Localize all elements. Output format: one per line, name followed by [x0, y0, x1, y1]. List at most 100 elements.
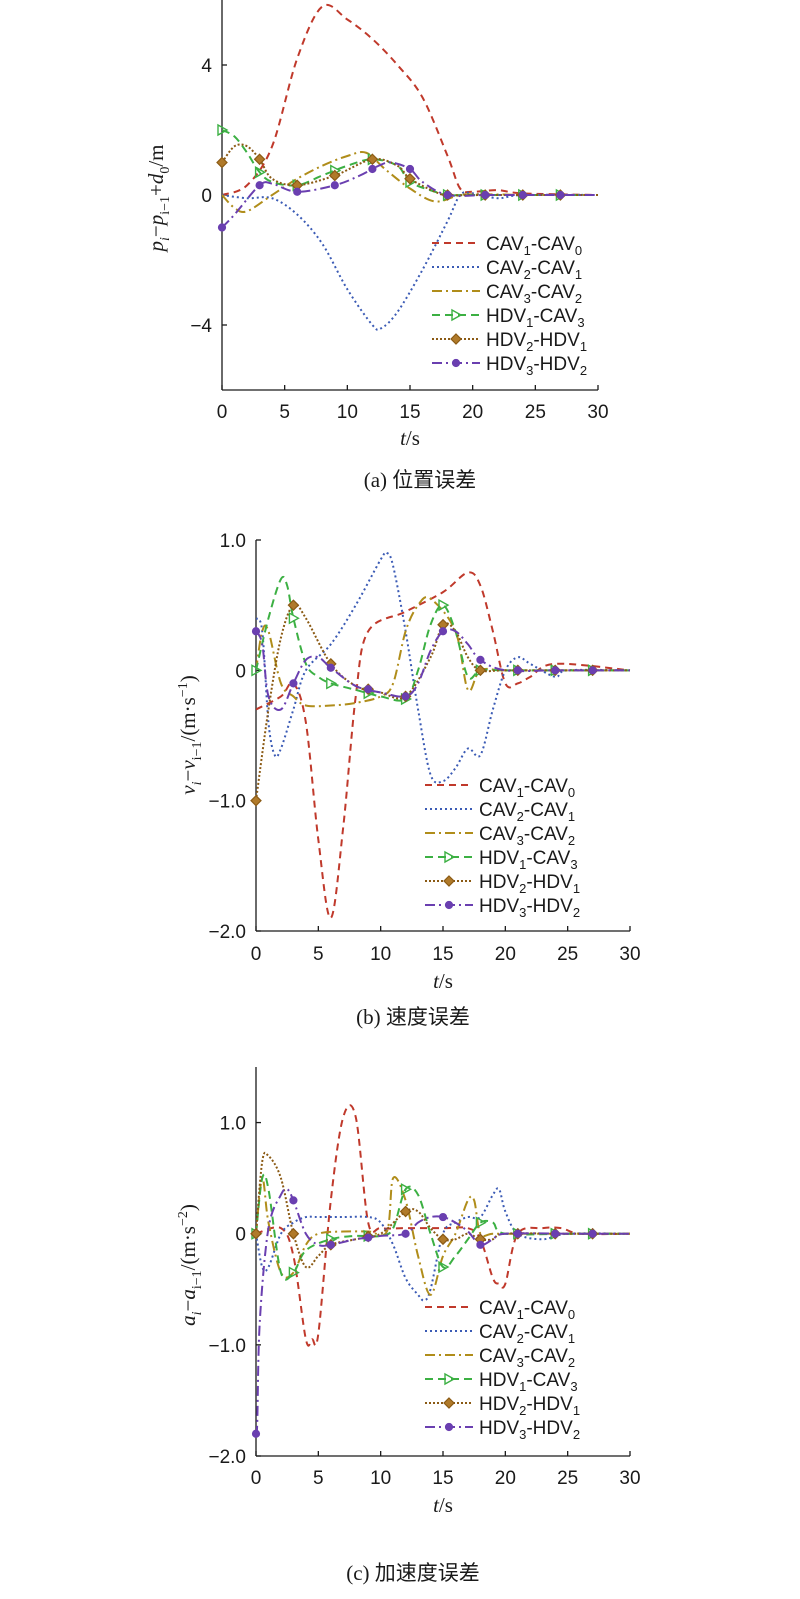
- panel-2-xtick-label: 10: [370, 1468, 391, 1489]
- panel-0-legend-label-5: HDV3-HDV2: [486, 354, 587, 378]
- panel-2-legend-label-5: HDV3-HDV2: [479, 1418, 580, 1442]
- panel-2-series-1-line: [256, 1187, 631, 1302]
- panel-1-ylabel: vi−vi−1/(m·s−1): [176, 675, 205, 794]
- panel-1-series-4-marker: [474, 664, 487, 677]
- panel-1-series-5-marker: [326, 663, 335, 672]
- panel-1-legend-label-0: CAV1-CAV0: [479, 776, 575, 800]
- panel-2: 0 5 10 15 20 25 30 −2.0 −1.0 0 1.0 ai−ai−1/(m·s−2) t…: [176, 1067, 641, 1585]
- panel-2-series-5-marker: [513, 1229, 522, 1238]
- panel-0-caption: (a) 位置误差: [364, 468, 477, 492]
- panel-2-series-5-marker: [551, 1229, 560, 1238]
- panel-1-series-5-marker: [251, 627, 261, 636]
- panel-2-legend-label-1: CAV2-CAV1: [479, 1322, 575, 1346]
- panel-2-series-4-marker: [437, 1233, 449, 1246]
- panel-1-series-5-marker: [513, 666, 522, 675]
- panel-0-ytick-label: 0: [201, 186, 212, 207]
- panel-0-legend-label-4: HDV2-HDV1: [486, 330, 587, 354]
- panel-2-legend-marker-4: [443, 1397, 455, 1409]
- panel-1-series-4-marker: [287, 599, 300, 612]
- panel-2-caption: (c) 加速度误差: [346, 1561, 480, 1585]
- panel-0-legend-label-1: CAV2-CAV1: [486, 258, 582, 282]
- panel-0-ytick-label: −4: [190, 316, 212, 337]
- panel-2-series-4-marker: [250, 1227, 262, 1240]
- panel-2-series-5-line: [256, 1187, 630, 1436]
- panel-2-legend-label-4: HDV2-HDV1: [479, 1394, 580, 1418]
- panel-0-xtick-label: 15: [399, 402, 420, 423]
- panel-1-series-5-marker: [401, 692, 410, 701]
- panel-1-series-3-marker: [326, 677, 338, 690]
- panel-0-xtick-label: 10: [337, 402, 358, 423]
- panel-2-xtick-label: 20: [495, 1468, 516, 1489]
- panel-0-legend-marker-5: [451, 358, 461, 368]
- panel-2-series-5-marker: [401, 1229, 410, 1238]
- panel-2-legend-marker-5: [444, 1422, 454, 1432]
- panel-2-xtick-label: 0: [251, 1468, 262, 1489]
- panel-0-ylabel: pi−pi−1+d0/m: [144, 144, 173, 253]
- panel-0-series-2-line: [222, 151, 599, 214]
- panel-1-series-4-marker: [250, 794, 262, 807]
- panel-1-xtick-label: 20: [495, 944, 516, 965]
- panel-1-caption: (b) 速度误差: [356, 1005, 470, 1029]
- panel-1-series-3-line: [256, 575, 630, 702]
- panel-0-series-4-marker: [404, 172, 416, 185]
- panel-2-series-4-marker: [399, 1205, 412, 1218]
- panel-1-legend-label-5: HDV3-HDV2: [479, 896, 580, 920]
- panel-2-legend: CAV1-CAV0CAV2-CAV1CAV3-CAV2HDV1-CAV3HDV2…: [425, 1298, 580, 1442]
- panel-2-series-5-marker: [326, 1240, 335, 1249]
- panel-2-series-5-marker: [251, 1429, 261, 1438]
- panel-0-series-4-marker: [366, 153, 379, 166]
- panel-0-series-4-marker: [328, 169, 341, 182]
- panel-2-series-5-marker: [476, 1240, 485, 1249]
- panel-1-series-5-marker: [476, 655, 485, 665]
- panel-1-series-5-marker: [289, 679, 298, 688]
- panel-0-ytick-label: 4: [201, 56, 212, 77]
- panel-0-xlabel: t/s: [400, 426, 420, 450]
- panel-0-series-5-marker: [368, 164, 377, 174]
- panel-1-series-2-line: [256, 596, 630, 708]
- panel-0-legend: CAV1-CAV0CAV2-CAV1CAV3-CAV2HDV1-CAV3HDV2…: [432, 234, 587, 378]
- panel-1-xtick-label: 25: [557, 944, 578, 965]
- panel-0-xtick-label: 25: [525, 402, 546, 423]
- panel-2-legend-label-2: CAV3-CAV2: [479, 1346, 575, 1370]
- panel-2-ytick-label: −1.0: [208, 1336, 246, 1357]
- panel-0-series-5-marker: [255, 181, 264, 190]
- panel-1-series-3-marker: [251, 664, 263, 677]
- panel-1-series-0-line: [256, 571, 631, 919]
- panel-0-series-5-marker: [405, 164, 415, 174]
- panel-2-legend-marker-3: [444, 1372, 456, 1386]
- panel-2-series-3-marker: [438, 1260, 450, 1274]
- panel-1-xtick-label: 15: [432, 944, 453, 965]
- panel-0-xtick-label: 5: [279, 402, 290, 423]
- panel-1-legend-marker-3: [444, 850, 456, 864]
- panel-2-legend-label-3: HDV1-CAV3: [479, 1370, 578, 1394]
- panel-2-series-5-marker: [438, 1212, 448, 1222]
- panel-1-xtick-label: 30: [619, 944, 640, 965]
- panel-0-series-5-line: [222, 161, 598, 229]
- panel-2-series-5-marker: [289, 1196, 298, 1205]
- panel-1-series-5-marker: [588, 666, 597, 675]
- panel-2-ytick-label: 0: [235, 1225, 246, 1246]
- panel-0-series-4-marker: [253, 153, 266, 166]
- panel-2-series-3-marker: [288, 1266, 300, 1279]
- panel-0-xtick-label: 20: [462, 402, 483, 423]
- panel-1-series-5-marker: [364, 685, 373, 694]
- panel-0-legend-marker-3: [451, 308, 463, 322]
- panel-1-xtick-label: 5: [313, 944, 324, 965]
- panel-1-legend-label-2: CAV3-CAV2: [479, 824, 575, 848]
- panel-0-series-5-marker: [518, 190, 527, 200]
- panel-1-series-3-marker: [288, 612, 300, 625]
- panel-0-series-4-line: [222, 143, 598, 197]
- panel-0: 0 5 10 15 20 25 30 −4 0 4 pi−pi−1+d0/m t/s (a) 位置误差 C…: [144, 0, 609, 492]
- panel-0-legend-label-3: HDV1-CAV3: [486, 306, 585, 330]
- panel-1-series-3-marker: [438, 598, 450, 612]
- panel-1-xtick-label: 0: [251, 944, 262, 965]
- panel-0-series-5-marker: [217, 223, 227, 232]
- panel-1-ytick-label: −1.0: [208, 792, 246, 813]
- panel-2-xtick-label: 25: [557, 1468, 578, 1489]
- panel-1-legend-label-4: HDV2-HDV1: [479, 872, 580, 896]
- panel-2-series-5-marker: [364, 1233, 373, 1242]
- panel-0-xtick-label: 30: [587, 402, 608, 423]
- panel-0-series-5-marker: [330, 181, 339, 190]
- panel-1-series-1-line: [256, 551, 631, 784]
